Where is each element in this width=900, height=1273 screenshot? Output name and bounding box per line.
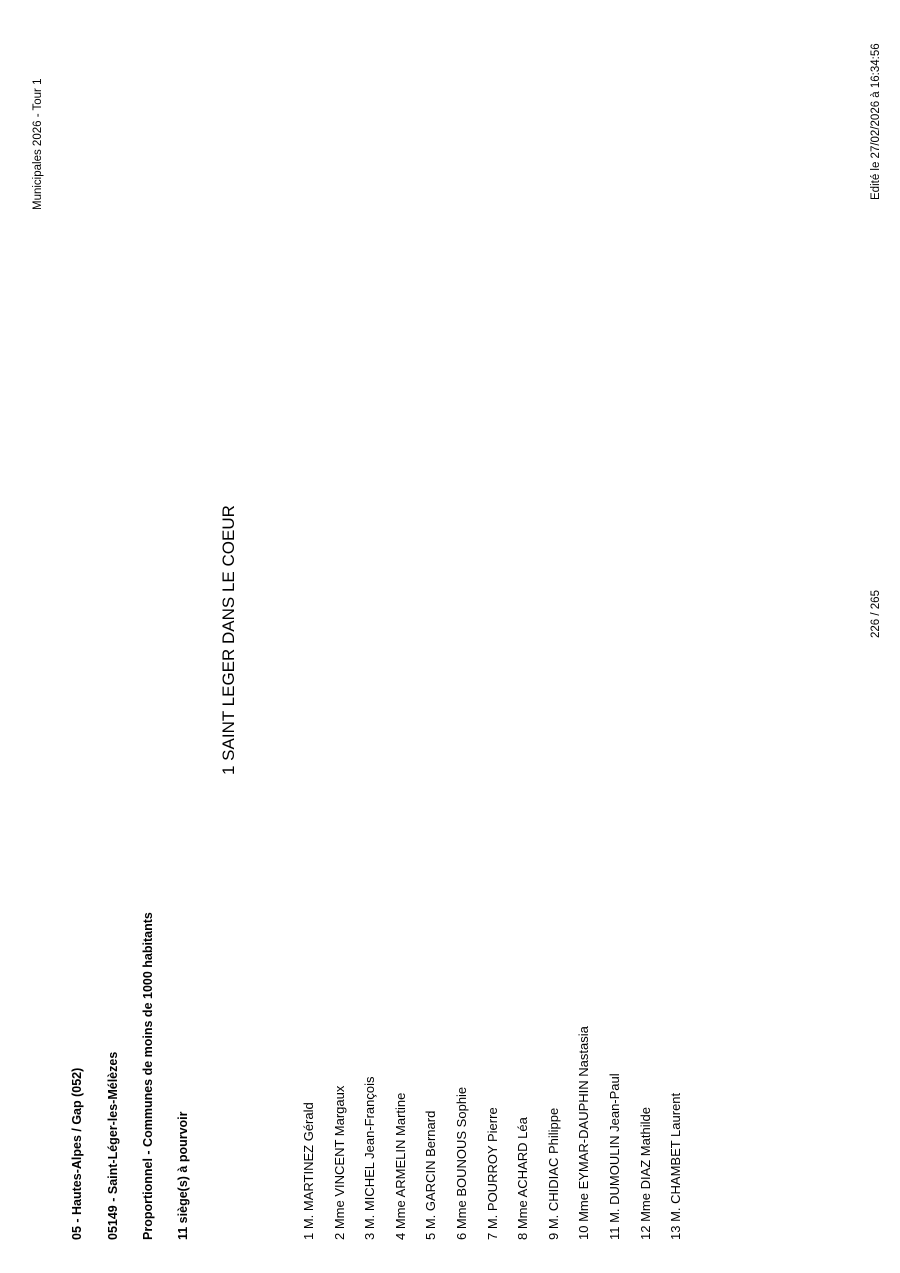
page-number: 226 / 265	[870, 590, 882, 638]
heading-commune: 05149 - Saint-Léger-les-Mélèzes	[106, 1051, 120, 1240]
list-name: 1 SAINT LEGER DANS LE COEUR	[219, 505, 238, 775]
candidate-row: 5 M. GARCIN Bernard	[423, 1110, 439, 1240]
candidate-row: 1 M. MARTINEZ Gérald	[301, 1102, 316, 1240]
candidate-row: 3 M. MICHEL Jean-François	[362, 1076, 378, 1240]
candidate-row: 13 M. CHAMBET Laurent	[668, 1092, 684, 1240]
heading-sieges-a-pourvoir: 11 siège(s) à pourvoir	[176, 1111, 190, 1240]
edition-timestamp: Edité le 27/02/2026 à 16:34:56	[870, 43, 882, 200]
candidate-row: 4 Mme ARMELIN Martine	[392, 1092, 408, 1240]
candidate-row: 2 Mme VINCENT Margaux	[331, 1085, 347, 1240]
heading-department: 05 - Hautes-Alpes / Gap (052)	[70, 1067, 84, 1240]
candidate-row: 6 Mme BOUNOUS Sophie	[454, 1086, 469, 1240]
candidate-row: 8 Mme ACHARD Léa	[515, 1117, 531, 1240]
candidate-row: 9 M. CHIDIAC Philippe	[545, 1107, 561, 1240]
candidate-row: 11 M. DUMOULIN Jean-Paul	[607, 1073, 622, 1240]
candidate-row: 12 Mme DIAZ Mathilde	[637, 1107, 653, 1240]
candidate-row: 7 M. POURROY Pierre	[484, 1107, 500, 1240]
candidate-row: 10 Mme EYMAR-DAUPHIN Nastasia	[576, 1026, 592, 1240]
running-header-title: Municipales 2026 - Tour 1	[32, 78, 44, 210]
heading-mode-de-scrutin: Proportionnel - Communes de moins de 100…	[141, 912, 155, 1240]
